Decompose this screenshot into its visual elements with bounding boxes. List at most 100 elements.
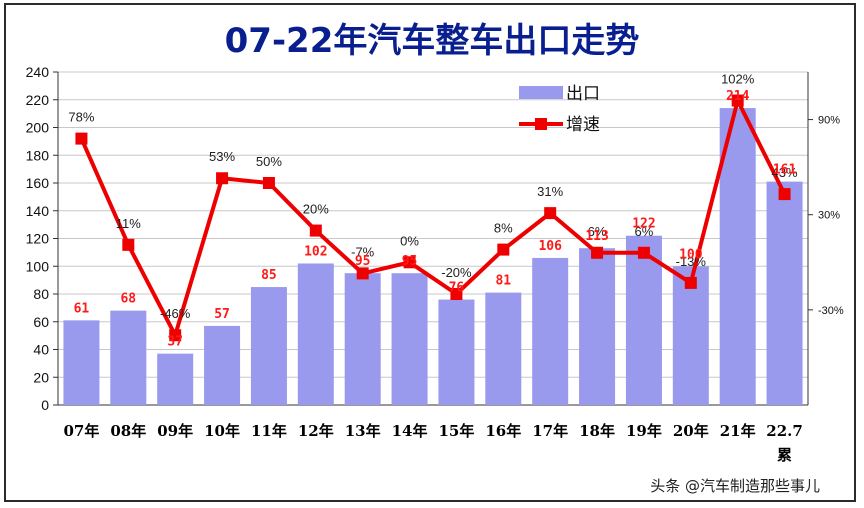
growth-label: 78% <box>68 110 94 125</box>
y2-tick-label: -30% <box>818 305 844 317</box>
bar-value-label: 85 <box>261 268 277 283</box>
y-tick-label: 200 <box>26 120 50 136</box>
growth-marker <box>684 276 697 289</box>
x-tick-label: 17年 <box>532 422 568 440</box>
growth-marker <box>497 243 510 256</box>
y-tick-label: 20 <box>33 369 49 385</box>
bar <box>297 263 334 405</box>
bar-value-label: 68 <box>120 292 136 307</box>
bar <box>766 181 803 405</box>
growth-marker <box>403 256 416 269</box>
growth-marker <box>637 246 650 259</box>
growth-label: 6% <box>588 224 607 239</box>
y-tick-label: 140 <box>26 203 50 219</box>
growth-marker <box>544 207 557 220</box>
bar-value-label: 161 <box>773 163 797 178</box>
growth-label: 20% <box>303 202 329 217</box>
bar-value-label: 95 <box>355 254 371 269</box>
x-tick-label: 07年 <box>64 422 100 440</box>
y2-tick-label: 90% <box>818 115 840 127</box>
growth-label: -46% <box>160 306 191 321</box>
growth-label: 0% <box>400 233 419 248</box>
bar <box>719 108 756 405</box>
bar <box>485 292 522 405</box>
x-tick-label: 09年 <box>157 422 193 440</box>
bar <box>579 248 616 405</box>
bar-value-label: 100 <box>679 247 703 262</box>
growth-label: -13% <box>676 254 707 269</box>
bar <box>438 299 475 405</box>
legend-label-export: 出口 <box>566 84 600 104</box>
bar <box>204 325 241 405</box>
y-tick-label: 40 <box>33 342 49 358</box>
bar <box>672 266 709 405</box>
bar-value-label: 214 <box>726 89 750 104</box>
x-tick-label: 18年 <box>579 422 615 440</box>
x-tick-label: 20年 <box>673 422 709 440</box>
y-tick-label: 60 <box>33 314 49 330</box>
y-tick-label: 80 <box>33 286 49 302</box>
bar-value-label: 37 <box>167 335 183 350</box>
axes: 0 20 40 60 80 100 120 140 160 180 200 220 240 -30% 30%… <box>26 64 844 464</box>
bar-value-label: 102 <box>304 244 327 259</box>
chart-title: 07-22年汽车整车出口走势 <box>225 21 640 61</box>
x-tick-label: 19年 <box>626 422 662 440</box>
growth-marker <box>262 177 275 189</box>
bar-value-label: 76 <box>449 281 465 296</box>
y-tick-label: 220 <box>26 92 50 108</box>
growth-label: 50% <box>256 154 282 169</box>
x-tick-label: 08年 <box>110 422 146 440</box>
chart-frame <box>4 3 856 502</box>
x-tick-label: 21年 <box>720 422 756 440</box>
x-tick-label-extra: 累 <box>777 446 792 464</box>
growth-marker <box>356 267 369 280</box>
y-tick-label: 100 <box>26 258 50 274</box>
legend-marker-growth <box>535 118 547 130</box>
bar-value-label: 113 <box>585 229 608 244</box>
growth-label: 8% <box>494 221 513 236</box>
bar <box>157 353 194 405</box>
growth-marker <box>122 238 135 251</box>
watermark-text: 头条 @汽车制造那些事儿 <box>650 477 820 495</box>
growth-marker <box>309 224 322 237</box>
bar <box>532 257 569 405</box>
legend: 出口 增速 <box>519 84 600 135</box>
bar-value-label: 57 <box>214 307 230 322</box>
growth-label: 53% <box>209 149 235 164</box>
bar-series <box>63 108 803 405</box>
bar <box>391 273 428 405</box>
y-tick-label: 160 <box>26 175 50 191</box>
x-tick-label: 15年 <box>439 422 475 440</box>
x-tick-label: 10年 <box>204 422 240 440</box>
x-tick-label: 11年 <box>251 422 287 440</box>
growth-label: 43% <box>772 165 798 180</box>
growth-label: 102% <box>721 72 755 87</box>
growth-label: 31% <box>537 184 563 199</box>
growth-marker <box>75 132 88 145</box>
growth-line <box>79 98 787 338</box>
legend-label-growth: 增速 <box>566 115 600 135</box>
growth-label: 11% <box>116 216 141 231</box>
x-tick-label: 22.7 <box>766 422 803 440</box>
growth-marker <box>216 172 229 185</box>
y-tick-label: 240 <box>26 64 50 80</box>
bar-value-label: 95 <box>402 254 418 269</box>
x-tick-label: 16年 <box>485 422 521 440</box>
growth-marker <box>591 246 604 259</box>
y2-tick-label: 30% <box>818 210 840 222</box>
bar-value-label: 106 <box>538 239 562 254</box>
bar <box>110 310 147 405</box>
growth-label: -20% <box>441 265 472 280</box>
growth-marker <box>731 94 744 107</box>
x-tick-label: 14年 <box>392 422 428 440</box>
growth-marker <box>169 329 182 342</box>
growth-marker <box>778 188 791 201</box>
growth-marker <box>450 288 463 300</box>
bar-value-label: 61 <box>74 301 90 316</box>
x-tick-label: 13年 <box>345 422 381 440</box>
growth-label: 6% <box>635 224 654 239</box>
bar <box>344 273 381 405</box>
x-tick-label: 12年 <box>298 422 334 440</box>
line-series <box>75 94 791 342</box>
y-tick-label: 180 <box>26 147 50 163</box>
